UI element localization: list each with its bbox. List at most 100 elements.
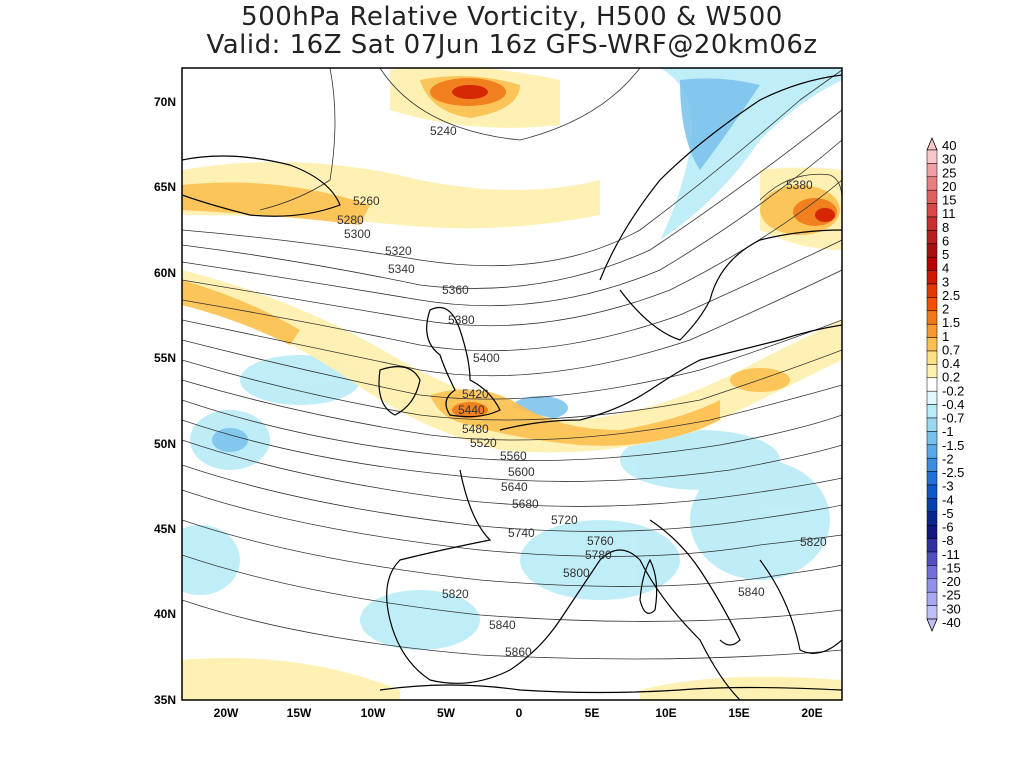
contour-label: 5820 xyxy=(800,535,827,549)
contour-label: 5680 xyxy=(512,497,539,511)
colorbar-label: -1 xyxy=(942,424,954,439)
colorbar-label: -1.5 xyxy=(942,438,964,453)
colorbar-label: -15 xyxy=(942,560,961,575)
contour-label: 5760 xyxy=(587,534,614,548)
colorbar-swatch xyxy=(926,471,938,486)
colorbar-label: 40 xyxy=(942,138,956,153)
colorbar-swatch xyxy=(926,498,938,513)
lon-label: 5W xyxy=(437,706,456,720)
colorbar-label: 1.5 xyxy=(942,315,960,330)
colorbar-swatch xyxy=(926,404,938,419)
colorbar-swatch xyxy=(926,377,938,392)
chart-subtitle: Valid: 16Z Sat 07Jun 16z GFS-WRF@20km06z xyxy=(206,30,818,60)
colorbar-label: -4 xyxy=(942,492,954,507)
contour-label: 5560 xyxy=(500,449,527,463)
colorbar-swatch xyxy=(926,524,938,539)
lon-label: 15E xyxy=(728,706,749,720)
colorbar-swatch xyxy=(926,484,938,499)
contour-label: 5400 xyxy=(473,351,500,365)
lon-label: 15W xyxy=(287,706,312,720)
contour-label: 5740 xyxy=(508,526,535,540)
colorbar-label: -0.2 xyxy=(942,383,964,398)
contour-label: 5820 xyxy=(442,587,469,601)
colorbar-swatch xyxy=(926,283,938,298)
colorbar-label: 5 xyxy=(942,247,949,262)
colorbar-label: 8 xyxy=(942,220,949,235)
colorbar-swatch xyxy=(926,364,938,379)
colorbar-swatch xyxy=(926,323,938,338)
colorbar-swatch xyxy=(926,176,938,191)
contour-label: 5840 xyxy=(489,618,516,632)
colorbar-swatch xyxy=(926,203,938,218)
lat-label: 70N xyxy=(154,95,176,109)
colorbar-label: -5 xyxy=(942,506,954,521)
lat-label: 35N xyxy=(154,693,176,707)
contour-label: 5780 xyxy=(585,548,612,562)
colorbar-swatch xyxy=(926,149,938,164)
colorbar-label: -0.7 xyxy=(942,411,964,426)
colorbar-swatch xyxy=(926,163,938,178)
colorbar-label: -40 xyxy=(942,615,961,630)
colorbar-swatch xyxy=(926,243,938,258)
colorbar-arrow-bottom xyxy=(926,618,938,633)
colorbar-swatch xyxy=(926,444,938,459)
colorbar-label: 0.4 xyxy=(942,356,960,371)
colorbar-swatch xyxy=(926,310,938,325)
lat-label: 55N xyxy=(154,351,176,365)
colorbar-label: -20 xyxy=(942,574,961,589)
contour-label: 5420 xyxy=(462,387,489,401)
contour-label: 5280 xyxy=(337,213,364,227)
contour-label: 5600 xyxy=(508,465,535,479)
contour-label: 5640 xyxy=(501,480,528,494)
contour-label: 5360 xyxy=(442,283,469,297)
colorbar-swatch xyxy=(926,538,938,553)
colorbar-label: 0.2 xyxy=(942,370,960,385)
colorbar-swatch xyxy=(926,417,938,432)
colorbar-label: -2 xyxy=(942,451,954,466)
colorbar-arrow-top xyxy=(926,136,938,151)
colorbar-swatch xyxy=(926,605,938,620)
contour-label: 5860 xyxy=(505,645,532,659)
lat-label: 65N xyxy=(154,180,176,194)
colorbar-swatch xyxy=(926,565,938,580)
colorbar: 403025201511865432.521.510.70.40.2-0.2-0… xyxy=(926,136,964,633)
contour-label: 5720 xyxy=(551,513,578,527)
colorbar-label: -6 xyxy=(942,520,954,535)
colorbar-label: -2.5 xyxy=(942,465,964,480)
colorbar-label: -30 xyxy=(942,601,961,616)
colorbar-swatch xyxy=(926,457,938,472)
latitude-axis: 70N 65N 60N 55N 50N 45N 40N 35N xyxy=(154,95,176,707)
contour-label: 5240 xyxy=(430,124,457,138)
contour-labels: 5240 5260 5280 5300 5320 5340 5360 5380 … xyxy=(337,124,827,659)
lon-label: 20W xyxy=(214,706,239,720)
colorbar-swatch xyxy=(926,578,938,593)
colorbar-label: 6 xyxy=(942,233,949,248)
colorbar-label: -25 xyxy=(942,588,961,603)
lon-label: 5E xyxy=(585,706,600,720)
colorbar-label: 25 xyxy=(942,165,956,180)
contour-label: 5440 xyxy=(458,403,485,417)
colorbar-label: 1 xyxy=(942,329,949,344)
colorbar-label: -8 xyxy=(942,533,954,548)
contour-label: 5340 xyxy=(388,262,415,276)
colorbar-label: 2.5 xyxy=(942,288,960,303)
colorbar-swatch xyxy=(926,270,938,285)
colorbar-swatch xyxy=(926,297,938,312)
contour-label: 5520 xyxy=(470,436,497,450)
chart-title: 500hPa Relative Vorticity, H500 & W500 xyxy=(241,2,783,32)
colorbar-swatch xyxy=(926,511,938,526)
lat-label: 60N xyxy=(154,266,176,280)
contour-label: 5320 xyxy=(385,244,412,258)
colorbar-swatch xyxy=(926,216,938,231)
colorbar-swatch xyxy=(926,591,938,606)
lat-label: 50N xyxy=(154,437,176,451)
colorbar-swatch xyxy=(926,431,938,446)
contour-label: 5800 xyxy=(563,566,590,580)
colorbar-swatch xyxy=(926,189,938,204)
colorbar-swatch xyxy=(926,230,938,245)
contour-label: 5480 xyxy=(462,422,489,436)
colorbar-swatch xyxy=(926,390,938,405)
contour-label: 5300 xyxy=(344,227,371,241)
colorbar-label: -3 xyxy=(942,479,954,494)
